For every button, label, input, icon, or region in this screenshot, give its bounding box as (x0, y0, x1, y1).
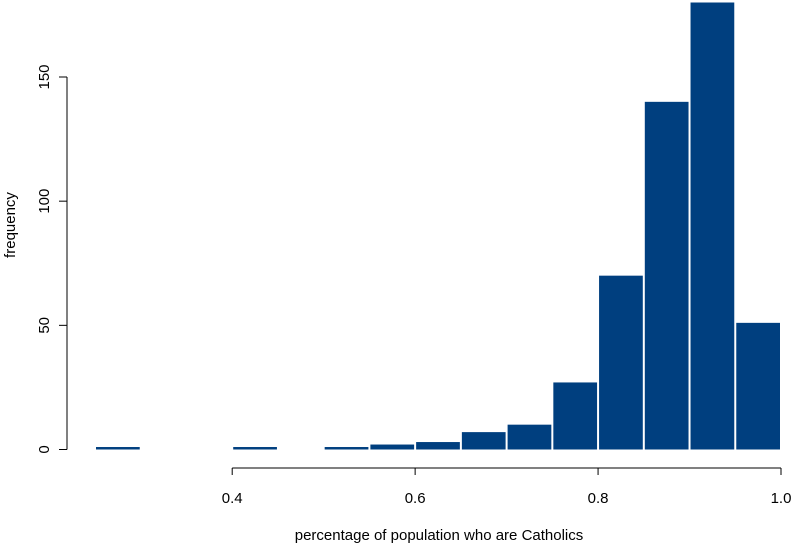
y-tick-label: 0 (36, 445, 53, 453)
histogram-bar (233, 447, 277, 450)
y-axis: 0 50 100 150 (36, 64, 68, 454)
histogram-bar (690, 2, 735, 450)
histogram-bar (324, 447, 369, 450)
histogram-bar (370, 444, 415, 450)
histogram-bar (736, 322, 780, 450)
x-axis-title: percentage of population who are Catholi… (295, 527, 584, 544)
histogram-bar (507, 424, 552, 450)
x-tick-label: 0.8 (588, 490, 609, 507)
y-tick-label: 150 (36, 64, 53, 89)
y-axis-title: frequency (2, 192, 19, 258)
x-axis: 0.4 0.6 0.8 1.0 (222, 467, 792, 507)
histogram-bar (96, 447, 140, 450)
histogram-bar (461, 432, 506, 450)
x-tick-label: 0.6 (405, 490, 426, 507)
x-tick-label: 0.4 (222, 490, 243, 507)
histogram-bar (599, 275, 643, 450)
histogram-bar (553, 382, 598, 450)
histogram-bars (96, 2, 780, 450)
y-tick-label: 100 (36, 189, 53, 214)
histogram-bar (416, 442, 460, 450)
y-tick-label: 50 (36, 317, 53, 334)
histogram-bar (644, 101, 689, 450)
x-tick-label: 1.0 (771, 490, 792, 507)
